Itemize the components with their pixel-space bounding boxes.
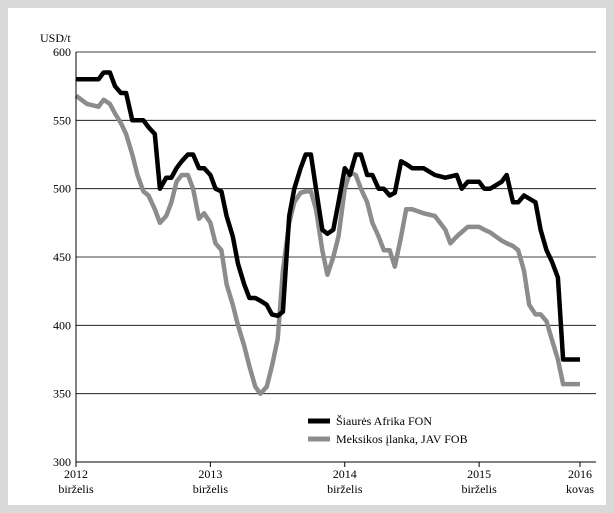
- x-tick-label-year: 2015: [467, 467, 491, 481]
- legend-label: Šiaurės Afrika FON: [336, 414, 432, 428]
- y-tick-label: 300: [53, 455, 71, 469]
- series-lines: [74, 70, 580, 396]
- x-tick-label-month: birželis: [193, 482, 229, 496]
- y-tick-label: 550: [53, 113, 71, 127]
- x-tick-label-year: 2012: [64, 467, 88, 481]
- x-tick-label-year: 2014: [333, 467, 357, 481]
- legend: Šiaurės Afrika FON Meksikos įlanka, JAV F…: [308, 414, 468, 446]
- x-tick-label-month: kovas: [566, 482, 594, 496]
- x-tick-label-year: 2013: [198, 467, 222, 481]
- x-tick-label-month: birželis: [461, 482, 497, 496]
- x-tick-label-month: birželis: [327, 482, 363, 496]
- y-tick-label: 500: [53, 182, 71, 196]
- axes: 300350400450500550600USD/t2012birželis20…: [40, 31, 596, 496]
- series-line-gulf-of-mexico: [74, 93, 580, 396]
- y-tick-label: 450: [53, 250, 71, 264]
- y-axis-label: USD/t: [40, 31, 71, 45]
- legend-label: Meksikos įlanka, JAV FOB: [336, 432, 468, 446]
- x-tick-label-month: birželis: [58, 482, 94, 496]
- y-tick-label: 600: [53, 45, 71, 59]
- series-line-north-africa: [76, 70, 580, 362]
- y-tick-label: 350: [53, 387, 71, 401]
- x-tick-label-year: 2016: [568, 467, 592, 481]
- y-tick-label: 400: [53, 318, 71, 332]
